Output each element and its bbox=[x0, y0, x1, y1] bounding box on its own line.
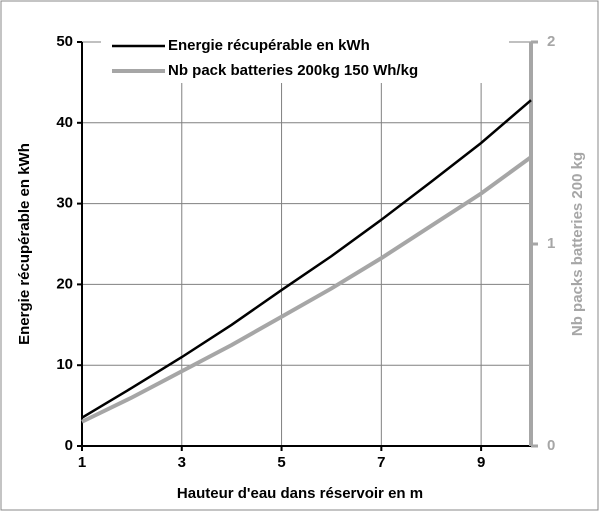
x-tick-label: 9 bbox=[477, 454, 485, 471]
y-tick-label: 20 bbox=[56, 275, 73, 292]
y2-axis-label: Nb packs batteries 200 kg bbox=[569, 152, 586, 336]
x-axis-label: Hauteur d'eau dans réservoir en m bbox=[177, 485, 423, 502]
plot-area bbox=[82, 42, 531, 446]
x-tick-label: 3 bbox=[178, 454, 186, 471]
y-tick-label: 40 bbox=[56, 114, 73, 131]
series-line bbox=[81, 99, 532, 419]
legend-label: Nb pack batteries 200kg 150 Wh/kg bbox=[168, 62, 418, 79]
y-tick-label: 30 bbox=[56, 195, 73, 212]
legend-label: Energie récupérable en kWh bbox=[168, 37, 370, 54]
y2-tick-label: 1 bbox=[547, 235, 555, 252]
y2-tick-label: 2 bbox=[547, 33, 555, 50]
x-tick-label: 7 bbox=[377, 454, 385, 471]
y2-tick-label: 0 bbox=[547, 437, 555, 454]
y-axis-label: Energie récupérable en kWh bbox=[16, 143, 33, 345]
y-tick-label: 0 bbox=[65, 437, 73, 454]
x-tick-label: 5 bbox=[277, 454, 285, 471]
legend-box bbox=[101, 34, 509, 83]
y-tick-label: 50 bbox=[56, 33, 73, 50]
series-line bbox=[81, 155, 533, 424]
y-tick-label: 10 bbox=[56, 356, 73, 373]
x-tick-label: 1 bbox=[78, 454, 86, 471]
